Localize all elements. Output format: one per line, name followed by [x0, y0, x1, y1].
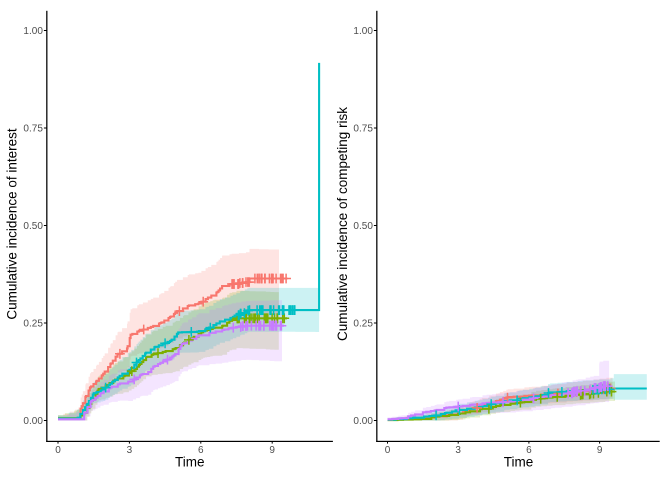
svg-text:Time: Time — [504, 455, 534, 470]
svg-text:3: 3 — [455, 445, 461, 456]
svg-text:Cumulative incidence of compet: Cumulative incidence of competing risk — [335, 107, 350, 341]
svg-text:3: 3 — [127, 445, 133, 456]
svg-text:0: 0 — [385, 445, 391, 456]
svg-text:0.00: 0.00 — [23, 416, 43, 427]
svg-text:0.25: 0.25 — [23, 318, 43, 329]
svg-text:0.75: 0.75 — [23, 123, 43, 134]
svg-text:0.25: 0.25 — [353, 318, 373, 329]
svg-text:0.50: 0.50 — [23, 221, 43, 232]
svg-text:0.75: 0.75 — [353, 123, 373, 134]
svg-text:1.00: 1.00 — [23, 26, 43, 37]
svg-text:Time: Time — [175, 455, 205, 470]
svg-text:0.50: 0.50 — [353, 221, 373, 232]
svg-text:9: 9 — [597, 445, 603, 456]
svg-text:1.00: 1.00 — [353, 26, 373, 37]
svg-text:0: 0 — [55, 445, 61, 456]
svg-text:9: 9 — [269, 445, 275, 456]
svg-text:Cumulative incidence of intere: Cumulative incidence of interest — [5, 128, 20, 320]
svg-text:6: 6 — [526, 445, 532, 456]
svg-text:6: 6 — [198, 445, 204, 456]
svg-text:0.00: 0.00 — [353, 416, 373, 427]
